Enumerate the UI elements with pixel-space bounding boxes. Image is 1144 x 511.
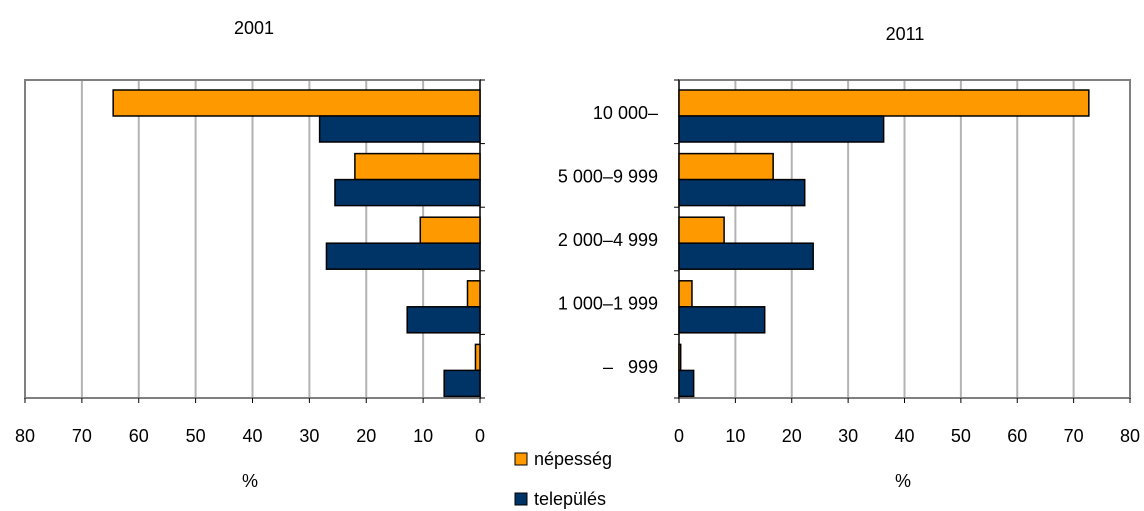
bar-telepules xyxy=(334,178,481,207)
bar-telepules xyxy=(678,242,814,270)
bar-nepesseg xyxy=(419,216,481,244)
x-tick-label: 60 xyxy=(1007,426,1027,446)
bar-nepesseg xyxy=(678,343,682,372)
legend-swatch-nepesseg xyxy=(514,452,528,466)
legend-label-telepules: település xyxy=(534,489,606,509)
category-label: 5 000–9 999 xyxy=(558,166,658,186)
bar-nepesseg xyxy=(354,152,481,181)
x-tick-label: 0 xyxy=(674,426,684,446)
bar-nepesseg xyxy=(678,216,725,244)
x-tick-label: 30 xyxy=(838,426,858,446)
x-tick-label: 50 xyxy=(186,426,206,446)
bar-telepules xyxy=(325,242,481,270)
bar-telepules xyxy=(678,369,695,398)
bar-telepules xyxy=(678,306,766,334)
x-tick-label: 70 xyxy=(72,426,92,446)
x-tick-label: 40 xyxy=(894,426,914,446)
legend-swatch-telepules xyxy=(514,492,528,506)
bar-telepules xyxy=(678,115,885,143)
x-axis-label-2001: % xyxy=(242,471,258,491)
bar-nepesseg xyxy=(678,89,1090,117)
bar-nepesseg xyxy=(112,89,481,117)
x-tick-label: 50 xyxy=(951,426,971,446)
bar-nepesseg xyxy=(678,152,774,181)
bar-telepules xyxy=(318,115,481,143)
panel-2001: 80 70 60 50 40 30 20 10 0 xyxy=(15,79,485,446)
x-tick-label: 60 xyxy=(129,426,149,446)
legend-label-nepesseg: népesség xyxy=(534,449,612,469)
category-label: 2 000–4 999 xyxy=(558,230,658,250)
x-tick-label: 10 xyxy=(413,426,433,446)
category-label: – 999 xyxy=(603,357,658,377)
panel-2011: 0 10 20 30 40 50 60 70 80 xyxy=(674,79,1140,446)
x-tick-label: 20 xyxy=(782,426,802,446)
x-tick-label: 10 xyxy=(725,426,745,446)
x-tick-label: 70 xyxy=(1064,426,1084,446)
x-tick-label: 80 xyxy=(15,426,35,446)
x-axis-label-2011: % xyxy=(895,471,911,491)
x-tick-label: 30 xyxy=(299,426,319,446)
panel-title-2011: 2011 xyxy=(886,24,925,44)
bar-telepules xyxy=(678,178,806,207)
x-tick-label: 80 xyxy=(1120,426,1140,446)
x-tick-label: 20 xyxy=(356,426,376,446)
bar-nepesseg xyxy=(466,280,481,308)
bar-nepesseg xyxy=(678,280,693,308)
bar-telepules xyxy=(443,369,481,398)
bar-telepules xyxy=(406,306,481,334)
category-labels: 10 000– 5 000–9 999 2 000–4 999 1 000–1 999… xyxy=(558,103,658,377)
bar-nepesseg xyxy=(474,343,481,372)
category-label: 10 000– xyxy=(593,103,658,123)
x-tick-label: 40 xyxy=(242,426,262,446)
category-label: 1 000–1 999 xyxy=(558,294,658,314)
x-tick-label: 0 xyxy=(475,426,485,446)
legend: népesség település xyxy=(514,449,612,509)
panel-title-2001: 2001 xyxy=(234,18,274,38)
